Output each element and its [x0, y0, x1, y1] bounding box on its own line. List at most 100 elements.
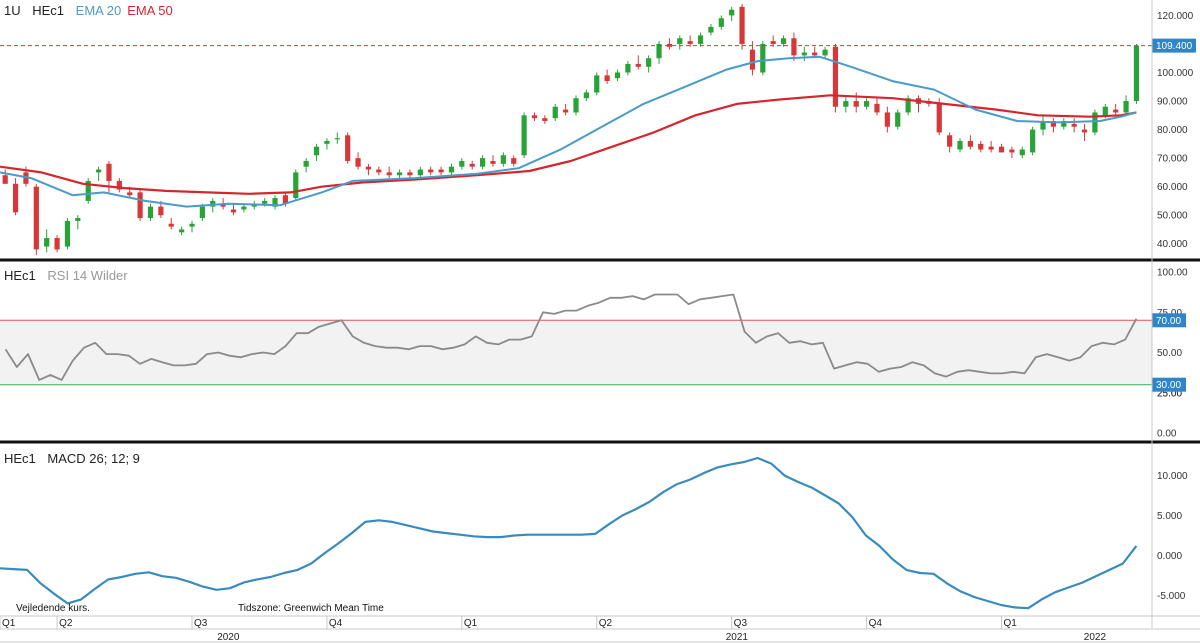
candle-body[interactable]: [313, 146, 320, 156]
candle-body[interactable]: [282, 195, 289, 204]
candle-body[interactable]: [147, 206, 154, 219]
candle-body[interactable]: [95, 169, 102, 173]
candle-body[interactable]: [967, 140, 973, 147]
candle-body[interactable]: [106, 163, 112, 181]
candle-body[interactable]: [386, 172, 392, 176]
candle-body[interactable]: [1040, 121, 1046, 130]
candle-body[interactable]: [1092, 112, 1098, 133]
candle-body[interactable]: [127, 192, 133, 196]
candle-body[interactable]: [1019, 149, 1025, 156]
candle-body[interactable]: [1009, 149, 1015, 153]
candle-body[interactable]: [739, 6, 745, 44]
candle-body[interactable]: [905, 98, 911, 113]
candle-body[interactable]: [812, 52, 818, 56]
candle-body[interactable]: [614, 72, 621, 79]
candle-body[interactable]: [479, 158, 486, 167]
candle-body[interactable]: [490, 160, 496, 164]
candle-body[interactable]: [697, 35, 704, 44]
candle-body[interactable]: [998, 146, 1005, 153]
candle-body[interactable]: [345, 135, 351, 161]
candle-body[interactable]: [85, 180, 91, 201]
candle-body[interactable]: [843, 101, 849, 107]
candle-body[interactable]: [729, 9, 735, 16]
candle-body[interactable]: [448, 166, 455, 173]
candle-body[interactable]: [459, 160, 465, 167]
candle-body[interactable]: [957, 140, 963, 150]
candle-body[interactable]: [54, 238, 60, 250]
candle-body[interactable]: [677, 38, 683, 44]
candle-body[interactable]: [1102, 106, 1108, 116]
candle-body[interactable]: [64, 220, 71, 247]
candle-body[interactable]: [355, 158, 361, 167]
candle-body[interactable]: [334, 138, 340, 140]
ema20-legend[interactable]: EMA 20: [75, 3, 122, 18]
ema50-legend[interactable]: EMA 50: [127, 3, 173, 18]
candle-body[interactable]: [1050, 121, 1057, 127]
candle-body[interactable]: [272, 198, 278, 207]
candle-body[interactable]: [604, 75, 610, 82]
candle-body[interactable]: [687, 41, 693, 44]
candle-body[interactable]: [895, 112, 901, 127]
candle-body[interactable]: [770, 41, 776, 44]
candle-body[interactable]: [531, 115, 538, 119]
candle-body[interactable]: [75, 218, 81, 221]
rsi-indicator-label[interactable]: RSI 14 Wilder: [47, 268, 128, 283]
candle-body[interactable]: [262, 200, 268, 204]
candle-body[interactable]: [158, 206, 164, 216]
candle-body[interactable]: [1071, 123, 1077, 127]
candle-body[interactable]: [1081, 129, 1088, 133]
macd-indicator-label[interactable]: MACD 26; 12; 9: [47, 451, 140, 466]
candle-body[interactable]: [324, 140, 330, 144]
candle-body[interactable]: [1113, 109, 1119, 113]
candle-body[interactable]: [303, 160, 309, 167]
candle-body[interactable]: [521, 115, 527, 156]
candle-body[interactable]: [646, 58, 652, 67]
candle-body[interactable]: [293, 172, 299, 199]
candle-body[interactable]: [542, 118, 548, 122]
candle-body[interactable]: [749, 49, 756, 70]
candle-body[interactable]: [438, 169, 444, 173]
candle-body[interactable]: [230, 209, 237, 213]
candle-body[interactable]: [625, 63, 631, 73]
candle-body[interactable]: [874, 103, 880, 113]
candle-body[interactable]: [199, 206, 205, 219]
candle-body[interactable]: [853, 101, 859, 107]
candle-body[interactable]: [500, 155, 506, 164]
candle-body[interactable]: [936, 103, 942, 133]
candle-body[interactable]: [656, 43, 662, 59]
candle-body[interactable]: [33, 186, 39, 250]
candle-body[interactable]: [12, 183, 19, 213]
candle-body[interactable]: [417, 169, 423, 176]
candle-body[interactable]: [988, 146, 994, 150]
candle-body[interactable]: [947, 135, 953, 147]
candle-body[interactable]: [760, 43, 766, 73]
candle-body[interactable]: [801, 52, 807, 56]
candle-body[interactable]: [594, 75, 600, 93]
symbol-label[interactable]: HEc1: [32, 3, 65, 18]
ema50-line[interactable]: [0, 94, 1137, 195]
candle-body[interactable]: [791, 38, 797, 56]
candle-body[interactable]: [563, 109, 569, 113]
candle-body[interactable]: [635, 63, 641, 67]
candle-body[interactable]: [2, 175, 8, 184]
candle-body[interactable]: [718, 18, 724, 27]
candle-body[interactable]: [396, 172, 403, 176]
candle-body[interactable]: [469, 163, 475, 167]
candle-body[interactable]: [179, 229, 185, 233]
candle-body[interactable]: [511, 158, 517, 164]
macd-line[interactable]: [0, 456, 1138, 610]
candle-body[interactable]: [666, 43, 673, 47]
candle-body[interactable]: [220, 203, 226, 207]
candle-body[interactable]: [44, 238, 50, 247]
candle-body[interactable]: [116, 180, 122, 190]
candle-body[interactable]: [863, 101, 870, 107]
candle-body[interactable]: [1061, 121, 1067, 127]
candle-body[interactable]: [583, 92, 589, 99]
candle-body[interactable]: [376, 169, 382, 173]
candle-body[interactable]: [1133, 45, 1140, 102]
candle-body[interactable]: [189, 223, 195, 227]
candle-body[interactable]: [210, 200, 216, 207]
candle-body[interactable]: [428, 169, 434, 173]
candle-body[interactable]: [780, 38, 787, 44]
